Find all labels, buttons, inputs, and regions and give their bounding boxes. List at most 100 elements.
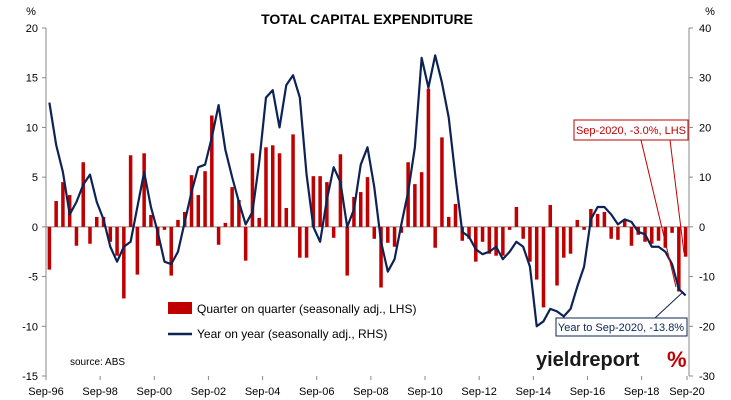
right-tick-label: -10 [699,272,715,284]
qoq-bar [81,162,85,227]
qoq-bar [419,172,424,227]
qoq-bar [562,226,566,258]
qoq-bar [304,226,309,258]
annotation-yoy-box [555,317,688,337]
qoq-bar [433,226,437,248]
qoq-bar [243,226,248,261]
qoq-bar [162,226,167,230]
qoq-bar [440,137,444,227]
right-tick-label: 10 [699,172,711,184]
qoq-bar [135,226,140,275]
qoq-bar [548,204,553,227]
qoq-bar [122,226,126,299]
qoq-bar [582,226,586,230]
x-tick-label: Sep-06 [299,386,334,398]
qoq-bar [128,155,133,227]
qoq-bar [629,226,634,246]
x-tick-label: Sep-10 [407,386,442,398]
x-tick-label: Sep-98 [82,386,117,398]
x-tick-label: Sep-04 [245,386,280,398]
qoq-bar [270,145,275,227]
chart-title: TOTAL CAPITAL EXPENDITURE [261,11,473,27]
qoq-bar [237,200,241,227]
yieldreport-wordmark: yieldreport [536,349,640,371]
right-tick-label: 20 [699,122,711,134]
qoq-bar [318,176,322,227]
qoq-bars [47,88,688,308]
left-tick-label: -15 [22,371,38,383]
x-tick-label: Sep-02 [191,386,226,398]
qoq-bar [345,226,349,276]
qoq-bar [386,226,390,243]
x-tick-label: Sep-12 [461,386,496,398]
legend-bar-label: Quarter on quarter (seasonally adj., LHS… [197,302,416,316]
qoq-bar [230,187,234,227]
qoq-bar [446,216,451,227]
right-tick-label: 40 [699,23,711,35]
right-tick-label: 30 [699,73,711,85]
qoq-bar [683,226,688,257]
qoq-bar [298,226,302,258]
qoq-bar [622,219,627,227]
qoq-bar [616,226,620,240]
qoq-bar [501,226,505,256]
source-note: source: ABS [70,357,125,368]
qoq-bar [61,182,65,227]
qoq-bar [494,226,498,256]
left-tick-label: 15 [26,73,38,85]
qoq-bar [358,192,363,227]
qoq-bar [264,147,268,227]
right-tick-label: -30 [699,371,715,383]
qoq-bar [555,226,559,286]
qoq-bar [677,226,681,292]
qoq-bar [480,226,485,242]
qoq-bar [291,134,295,227]
left-tick-label: 5 [32,172,38,184]
annotation-qoq-text: Sep-2020, -3.0%, LHS [576,125,686,137]
qoq-bar [216,226,221,245]
qoq-bar [142,153,146,227]
right-tick-label: -20 [699,321,715,333]
left-tick-label: 10 [26,122,38,134]
qoq-bar [311,176,316,227]
annotation-qoq-box [573,119,689,141]
qoq-bar [487,226,492,254]
x-tick-label: Sep-18 [624,386,659,398]
x-tick-label: Sep-16 [570,386,605,398]
qoq-bar [474,226,478,262]
qoq-bar [426,88,431,227]
qoq-bar [95,216,99,227]
qoq-bar [656,226,661,241]
left-axis-unit: % [26,6,36,18]
right-tick-label: 0 [699,222,705,234]
x-tick-label: Sep-08 [353,386,388,398]
qoq-bar [379,226,383,288]
qoq-bar [149,214,153,227]
qoq-bar [74,226,79,246]
qoq-bar [670,226,674,233]
qoq-bar [47,226,52,270]
x-tick-label: Sep-14 [516,386,551,398]
qoq-bar [169,226,173,276]
qoq-bar [223,222,228,227]
qoq-bar [602,211,607,227]
qoq-bar [453,203,458,227]
qoq-bar [507,226,512,230]
right-axis-ticks: 40 30 20 10 0 -10 -20 -30 [689,23,715,383]
qoq-bar [663,226,668,248]
qoq-bar [595,213,600,227]
qoq-bar [284,207,289,227]
qoq-bar [277,153,282,227]
yoy-line-path [48,54,687,328]
qoq-bar [413,184,417,227]
qoq-bar [609,226,613,239]
qoq-bar [338,154,343,227]
yoy-line [48,54,687,328]
qoq-bar [568,226,573,254]
left-tick-label: -5 [28,272,38,284]
right-axis-unit: % [705,6,715,18]
qoq-bar [54,201,58,227]
qoq-bar [534,226,539,280]
qoq-bar [176,219,180,227]
